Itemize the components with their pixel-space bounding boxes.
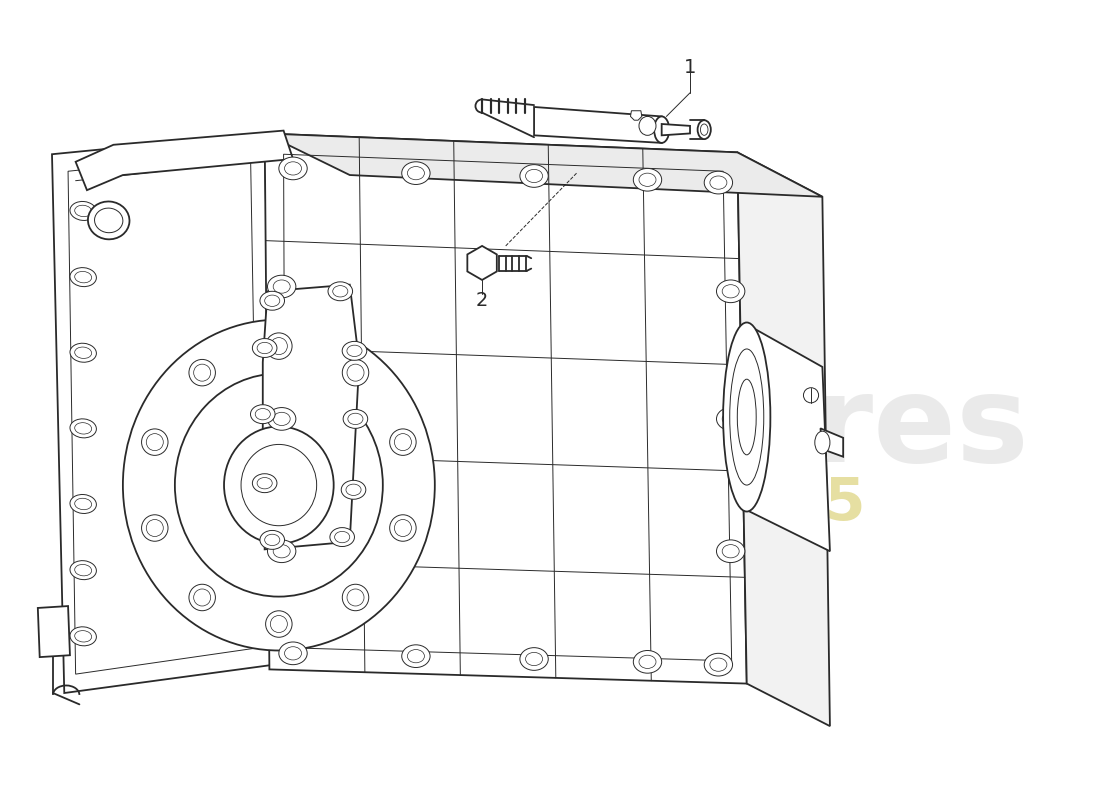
Ellipse shape — [267, 540, 296, 562]
Ellipse shape — [342, 584, 369, 610]
Ellipse shape — [634, 169, 662, 191]
Ellipse shape — [342, 359, 369, 386]
Ellipse shape — [70, 268, 97, 286]
Text: 2: 2 — [476, 291, 488, 310]
Ellipse shape — [70, 343, 97, 362]
Ellipse shape — [265, 333, 293, 359]
Ellipse shape — [251, 405, 275, 424]
Ellipse shape — [265, 610, 293, 638]
Ellipse shape — [328, 282, 353, 301]
Ellipse shape — [716, 407, 745, 430]
Ellipse shape — [142, 429, 168, 455]
Polygon shape — [76, 130, 293, 190]
Ellipse shape — [189, 359, 216, 386]
Polygon shape — [265, 134, 823, 197]
Ellipse shape — [389, 514, 416, 542]
Text: 1: 1 — [684, 58, 696, 77]
Ellipse shape — [520, 648, 548, 670]
Ellipse shape — [70, 561, 97, 580]
Ellipse shape — [142, 514, 168, 542]
Ellipse shape — [267, 275, 296, 298]
Ellipse shape — [189, 584, 216, 610]
Ellipse shape — [704, 654, 733, 676]
Ellipse shape — [520, 165, 548, 187]
Ellipse shape — [654, 117, 669, 143]
Ellipse shape — [70, 627, 97, 646]
Text: eurospares: eurospares — [256, 370, 1030, 487]
Ellipse shape — [402, 645, 430, 667]
Ellipse shape — [341, 480, 366, 499]
Ellipse shape — [330, 528, 354, 546]
Ellipse shape — [267, 407, 296, 430]
Ellipse shape — [260, 291, 285, 310]
Polygon shape — [662, 124, 690, 135]
Ellipse shape — [278, 157, 307, 180]
Ellipse shape — [123, 320, 434, 650]
Ellipse shape — [70, 494, 97, 514]
Ellipse shape — [639, 117, 656, 135]
Ellipse shape — [697, 120, 711, 139]
Polygon shape — [535, 107, 662, 143]
Ellipse shape — [634, 650, 662, 673]
Ellipse shape — [252, 338, 277, 358]
Ellipse shape — [723, 322, 770, 511]
Ellipse shape — [342, 342, 366, 360]
Ellipse shape — [224, 426, 333, 544]
Polygon shape — [630, 110, 641, 120]
Ellipse shape — [716, 540, 745, 562]
Polygon shape — [263, 285, 360, 550]
Ellipse shape — [803, 388, 818, 403]
Text: 1985: 1985 — [703, 475, 866, 533]
Ellipse shape — [278, 642, 307, 665]
Polygon shape — [265, 134, 747, 683]
Ellipse shape — [260, 530, 285, 550]
Polygon shape — [37, 606, 70, 657]
Ellipse shape — [704, 171, 733, 194]
Polygon shape — [737, 152, 829, 726]
Ellipse shape — [815, 431, 829, 454]
Ellipse shape — [88, 202, 130, 239]
Ellipse shape — [343, 410, 367, 428]
Polygon shape — [821, 428, 844, 457]
Ellipse shape — [70, 419, 97, 438]
Ellipse shape — [252, 474, 277, 493]
Ellipse shape — [70, 202, 97, 221]
Text: a passion for parts since 1985: a passion for parts since 1985 — [406, 539, 784, 563]
Polygon shape — [468, 246, 497, 280]
Ellipse shape — [402, 162, 430, 185]
Ellipse shape — [389, 429, 416, 455]
Ellipse shape — [716, 280, 745, 302]
Polygon shape — [52, 134, 274, 693]
Polygon shape — [747, 324, 829, 551]
